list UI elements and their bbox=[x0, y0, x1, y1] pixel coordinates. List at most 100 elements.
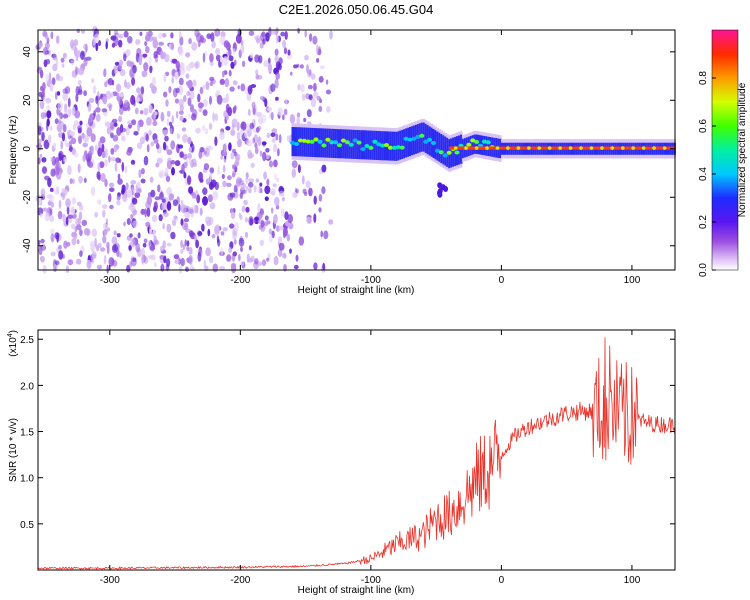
noise-speckle bbox=[278, 134, 282, 144]
y-tick-label: 2.5 bbox=[20, 335, 34, 346]
noise-speckle bbox=[56, 186, 60, 195]
noise-speckle bbox=[77, 163, 81, 173]
noise-speckle bbox=[273, 159, 278, 168]
noise-speckle bbox=[223, 40, 230, 48]
band-core bbox=[387, 131, 391, 161]
band-max-dot bbox=[527, 146, 531, 150]
band-max-dot bbox=[610, 146, 615, 150]
noise-speckle bbox=[151, 76, 157, 86]
noise-speckle bbox=[270, 29, 276, 35]
band-core bbox=[403, 129, 406, 159]
noise-speckle bbox=[73, 120, 80, 127]
noise-speckle bbox=[140, 178, 146, 184]
noise-speckle bbox=[262, 151, 267, 162]
noise-speckle bbox=[110, 157, 116, 162]
y-tick-label: 20 bbox=[22, 94, 33, 106]
noise-speckle bbox=[57, 210, 63, 220]
noise-speckle bbox=[58, 119, 61, 125]
noise-speckle bbox=[241, 205, 246, 213]
noise-speckle bbox=[275, 34, 279, 44]
noise-speckle bbox=[212, 190, 219, 201]
noise-speckle bbox=[102, 222, 108, 230]
band-core bbox=[295, 127, 299, 157]
noise-speckle bbox=[162, 141, 167, 151]
spectrogram-frame bbox=[37, 29, 676, 271]
noise-speckle bbox=[81, 132, 85, 139]
noise-speckle bbox=[202, 187, 208, 195]
noise-speckle bbox=[231, 118, 238, 128]
noise-speckle bbox=[255, 126, 260, 133]
noise-speckle bbox=[297, 27, 300, 34]
noise-speckle bbox=[230, 152, 235, 160]
noise-speckle bbox=[316, 58, 320, 63]
noise-speckle bbox=[270, 83, 276, 92]
noise-speckle bbox=[94, 211, 99, 218]
noise-speckle bbox=[251, 101, 256, 109]
noise-speckle bbox=[95, 113, 101, 122]
noise-speckle bbox=[38, 240, 41, 245]
noise-speckle bbox=[127, 36, 133, 44]
noise-speckle bbox=[202, 196, 208, 206]
noise-speckle bbox=[118, 97, 123, 106]
noise-speckle bbox=[296, 116, 301, 126]
noise-speckle bbox=[76, 28, 81, 34]
noise-speckle bbox=[178, 203, 181, 213]
noise-speckle bbox=[78, 204, 84, 211]
noise-speckle bbox=[100, 247, 106, 252]
noise-speckle bbox=[208, 123, 213, 130]
noise-speckle bbox=[188, 207, 194, 215]
colorbar-ticks: 0.0 0.2 0.4 0.6 0.8 bbox=[698, 71, 716, 277]
noise-speckle bbox=[77, 127, 82, 134]
noise-speckle bbox=[41, 131, 45, 142]
noise-speckle bbox=[252, 137, 256, 144]
noise-speckle bbox=[313, 195, 317, 205]
noise-speckle bbox=[221, 174, 225, 179]
noise-speckle bbox=[203, 259, 207, 268]
noise-speckle bbox=[321, 186, 326, 195]
noise-speckle bbox=[52, 63, 58, 72]
noise-speckle bbox=[114, 61, 120, 66]
noise-speckle bbox=[232, 80, 238, 86]
noise-speckle bbox=[70, 42, 77, 51]
noise-speckle bbox=[234, 222, 239, 233]
x-tick-label: 0 bbox=[499, 575, 505, 586]
noise-speckle bbox=[325, 79, 329, 85]
noise-speckle bbox=[209, 167, 215, 174]
noise-speckle bbox=[91, 228, 98, 237]
noise-speckle bbox=[83, 177, 87, 183]
noise-speckle bbox=[153, 201, 158, 212]
noise-speckle bbox=[254, 54, 260, 63]
noise-speckle bbox=[179, 67, 186, 75]
noise-speckle bbox=[211, 40, 216, 49]
noise-speckle bbox=[270, 207, 274, 214]
noise-speckle bbox=[57, 101, 64, 111]
band-core bbox=[436, 131, 439, 161]
band-core bbox=[444, 136, 447, 166]
noise-speckle bbox=[153, 239, 160, 246]
band-peak bbox=[454, 150, 460, 155]
noise-speckle bbox=[54, 260, 60, 266]
band-max-dot bbox=[621, 146, 625, 150]
noise-speckle bbox=[160, 50, 164, 60]
noise-speckle bbox=[240, 128, 244, 136]
noise-speckle bbox=[271, 128, 278, 134]
noise-speckle bbox=[179, 151, 184, 159]
noise-speckle bbox=[140, 208, 146, 215]
noise-speckle bbox=[254, 143, 258, 149]
noise-speckle bbox=[275, 72, 281, 80]
band-core bbox=[418, 123, 422, 153]
snr-exponent-value: 4 bbox=[7, 333, 14, 337]
noise-speckle bbox=[215, 54, 221, 61]
noise-speckle bbox=[197, 231, 203, 236]
noise-speckle bbox=[275, 96, 279, 101]
noise-speckle bbox=[50, 168, 56, 177]
noise-speckle bbox=[135, 242, 140, 253]
noise-speckle bbox=[296, 112, 301, 118]
noise-speckle bbox=[245, 206, 250, 213]
noise-speckle bbox=[136, 87, 141, 94]
noise-speckle bbox=[306, 64, 309, 74]
noise-speckle bbox=[75, 258, 82, 265]
noise-speckle bbox=[69, 178, 73, 185]
noise-speckle bbox=[313, 91, 319, 99]
noise-speckle bbox=[97, 173, 101, 181]
